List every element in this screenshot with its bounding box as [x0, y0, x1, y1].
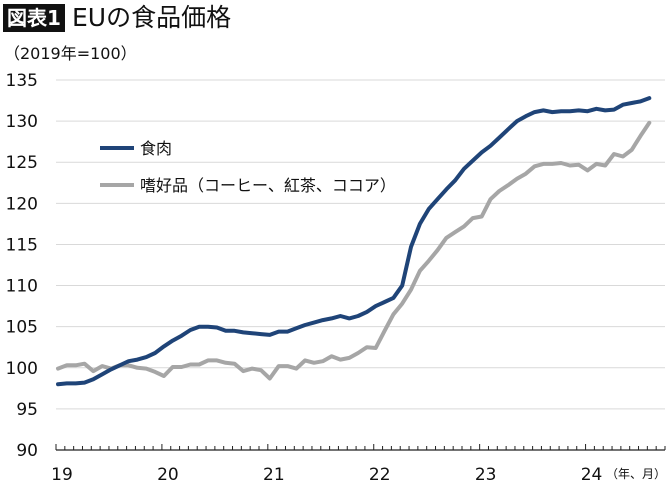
x-tick-label: 19 [51, 465, 73, 485]
x-axis-unit-label: （年、月） [606, 467, 666, 481]
y-tick-label: 120 [6, 194, 38, 214]
x-tick-label: 21 [263, 465, 285, 485]
y-tick-label: 100 [6, 359, 38, 379]
figure-badge: 図表1 [3, 4, 65, 32]
y-tick-label: 125 [6, 153, 38, 173]
chart-title: EUの食品価格 [72, 3, 232, 32]
y-tick-label: 130 [6, 112, 38, 132]
y-tick-label: 110 [6, 277, 38, 297]
x-tick-label: 24 [581, 465, 603, 485]
x-tick-label: 23 [475, 465, 497, 485]
y-tick-label: 135 [6, 71, 38, 91]
y-tick-label: 115 [6, 235, 38, 255]
y-axis-unit-label: （2019年=100） [4, 44, 137, 63]
x-tick-label: 22 [369, 465, 391, 485]
legend-label: 食肉 [140, 139, 172, 158]
y-tick-label: 95 [16, 400, 38, 420]
series-line-luxury-goods [56, 120, 652, 381]
series-line-meat [56, 96, 652, 387]
x-tick-label: 20 [157, 465, 179, 485]
y-tick-label: 105 [6, 318, 38, 338]
y-tick-label: 90 [16, 441, 38, 461]
legend-label: 嗜好品（コーヒー、紅茶、ココア） [140, 176, 396, 195]
